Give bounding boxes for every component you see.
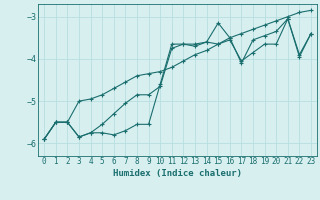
X-axis label: Humidex (Indice chaleur): Humidex (Indice chaleur) — [113, 169, 242, 178]
